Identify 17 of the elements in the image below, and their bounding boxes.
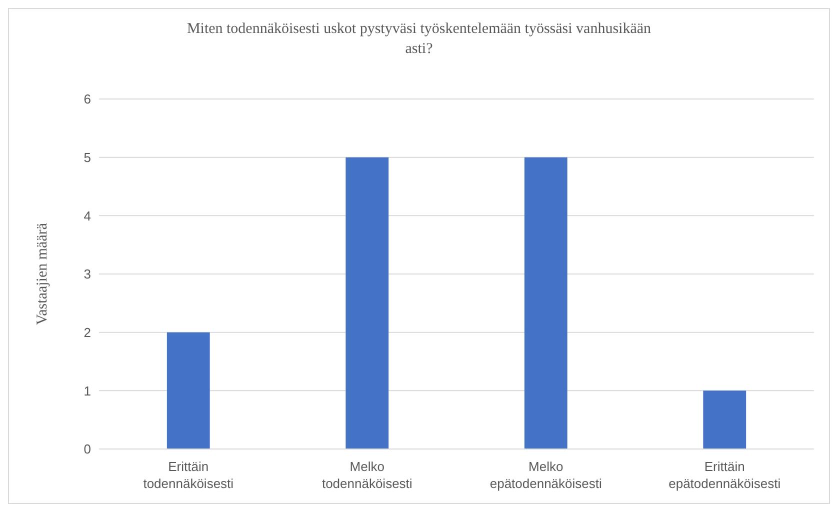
bar <box>166 332 210 449</box>
x-tick-label: Erittäin todennäköisesti <box>143 459 234 491</box>
y-tick-label: 0 <box>84 442 91 457</box>
y-tick-label: 5 <box>84 150 91 165</box>
x-tick-label: Melko epätodennäköisesti <box>490 459 602 491</box>
bar <box>524 157 568 449</box>
y-tick-label: 3 <box>84 266 91 282</box>
x-tick-label: Melko todennäköisesti <box>322 459 412 491</box>
y-tick-label: 2 <box>84 324 91 340</box>
y-tick-label: 4 <box>84 208 91 224</box>
chart-title: Miten todennäköisesti uskot pystyväsi työskentelemään työssäsi vanhusikään asti? <box>186 20 652 59</box>
y-tick-label: 1 <box>84 383 91 398</box>
y-tick-label: 6 <box>84 92 91 107</box>
bar <box>703 390 746 449</box>
bar <box>346 157 389 449</box>
y-axis-title: Vastaajien määrä <box>34 222 50 326</box>
x-tick-label: Erittäin epätodennäköisesti <box>668 459 781 491</box>
